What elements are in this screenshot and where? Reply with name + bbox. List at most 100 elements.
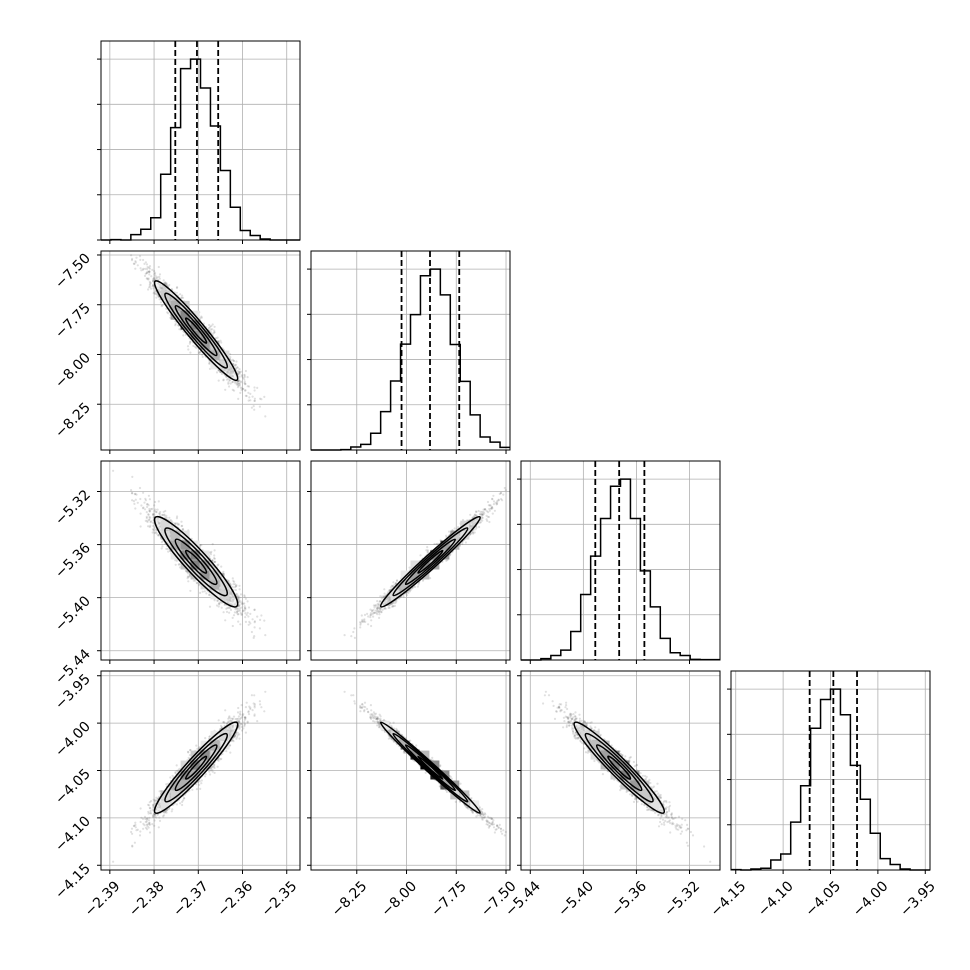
sample-point [229,356,232,359]
sample-point [166,547,169,551]
sample-point [194,345,197,348]
sample-point [217,369,220,372]
sample-point [244,597,247,600]
sample-point [207,327,210,330]
sample-point [222,611,225,614]
sample-point [143,508,147,511]
sample-point [211,323,214,326]
sample-point [228,379,231,382]
sample-point [151,279,155,282]
sample-point [247,391,250,394]
sample-point [248,396,251,399]
sample-point [174,563,177,566]
sample-point [237,382,240,385]
sample-point [148,280,151,283]
sample-point [238,609,241,612]
sample-point [263,395,266,398]
sample-point [250,630,253,634]
sample-point [130,259,134,262]
sample-point [179,293,182,296]
sample-point [242,376,245,379]
sample-point [201,353,204,356]
sample-point [244,616,247,619]
sample-point [231,585,234,589]
sample-point [181,294,184,297]
sample-point [167,312,170,315]
sample-point [152,521,155,524]
panel-frame [520,460,721,661]
sample-point [145,503,149,506]
sample-point [236,613,239,616]
sample-point [180,520,183,523]
sample-point [141,268,145,271]
sample-point [253,399,256,402]
sample-point [148,286,151,289]
sample-point [151,268,154,271]
sample-point [246,600,249,603]
sample-point [145,271,148,274]
histogram-panel-p1 [307,250,511,454]
sample-point [157,265,160,269]
sample-point [236,382,239,385]
sample-point [235,383,238,386]
sample-point [139,258,142,261]
scatter-panel-p0-p2 [97,460,301,664]
sample-point [145,272,148,275]
sample-point [239,386,242,389]
sample-point [231,616,234,620]
sample-point [134,498,137,501]
sample-point [238,588,241,591]
sample-point [249,612,252,616]
histogram-p2 [521,478,720,661]
sample-point [244,382,247,385]
sample-point [213,325,216,328]
sample-point [189,589,192,592]
sample-point [246,611,249,615]
sample-point [239,623,242,626]
sample-point [239,370,243,373]
sample-point [145,516,148,520]
histogram-p0 [101,58,300,241]
sample-point [175,517,178,520]
sample-point [232,579,235,583]
sample-point [189,351,192,354]
sample-point [236,370,239,373]
sample-point [237,382,241,385]
sample-point [213,331,216,334]
sample-point [227,381,230,384]
scatter-panel-p0-p1 [97,250,301,454]
sample-point [253,389,256,392]
sample-point [243,375,246,379]
sample-point [153,291,156,294]
sample-point [264,415,267,418]
sample-point [216,564,219,567]
sample-point [247,615,250,618]
sample-point [151,507,154,510]
sample-point [180,296,183,299]
sample-point [135,256,138,259]
sample-point [152,292,155,295]
sample-point [260,398,263,401]
sample-point [237,379,240,382]
sample-point [242,609,245,612]
sample-point [244,620,247,624]
sample-point [222,379,225,382]
sample-point [236,386,240,389]
sample-point [208,362,211,365]
sample-point [219,339,222,342]
sample-point [148,270,151,274]
sample-point [220,565,223,568]
sample-point [260,614,263,617]
sample-point [246,376,249,379]
sample-point [148,273,151,276]
sample-point [186,345,190,348]
sample-point [235,363,238,366]
sample-point [253,386,256,389]
sample-point [253,626,256,629]
sample-point [168,516,171,519]
sample-point [231,381,234,384]
sample-point [153,531,156,535]
sample-point [155,296,158,299]
histogram-p3 [731,688,930,871]
sample-point [148,267,151,270]
